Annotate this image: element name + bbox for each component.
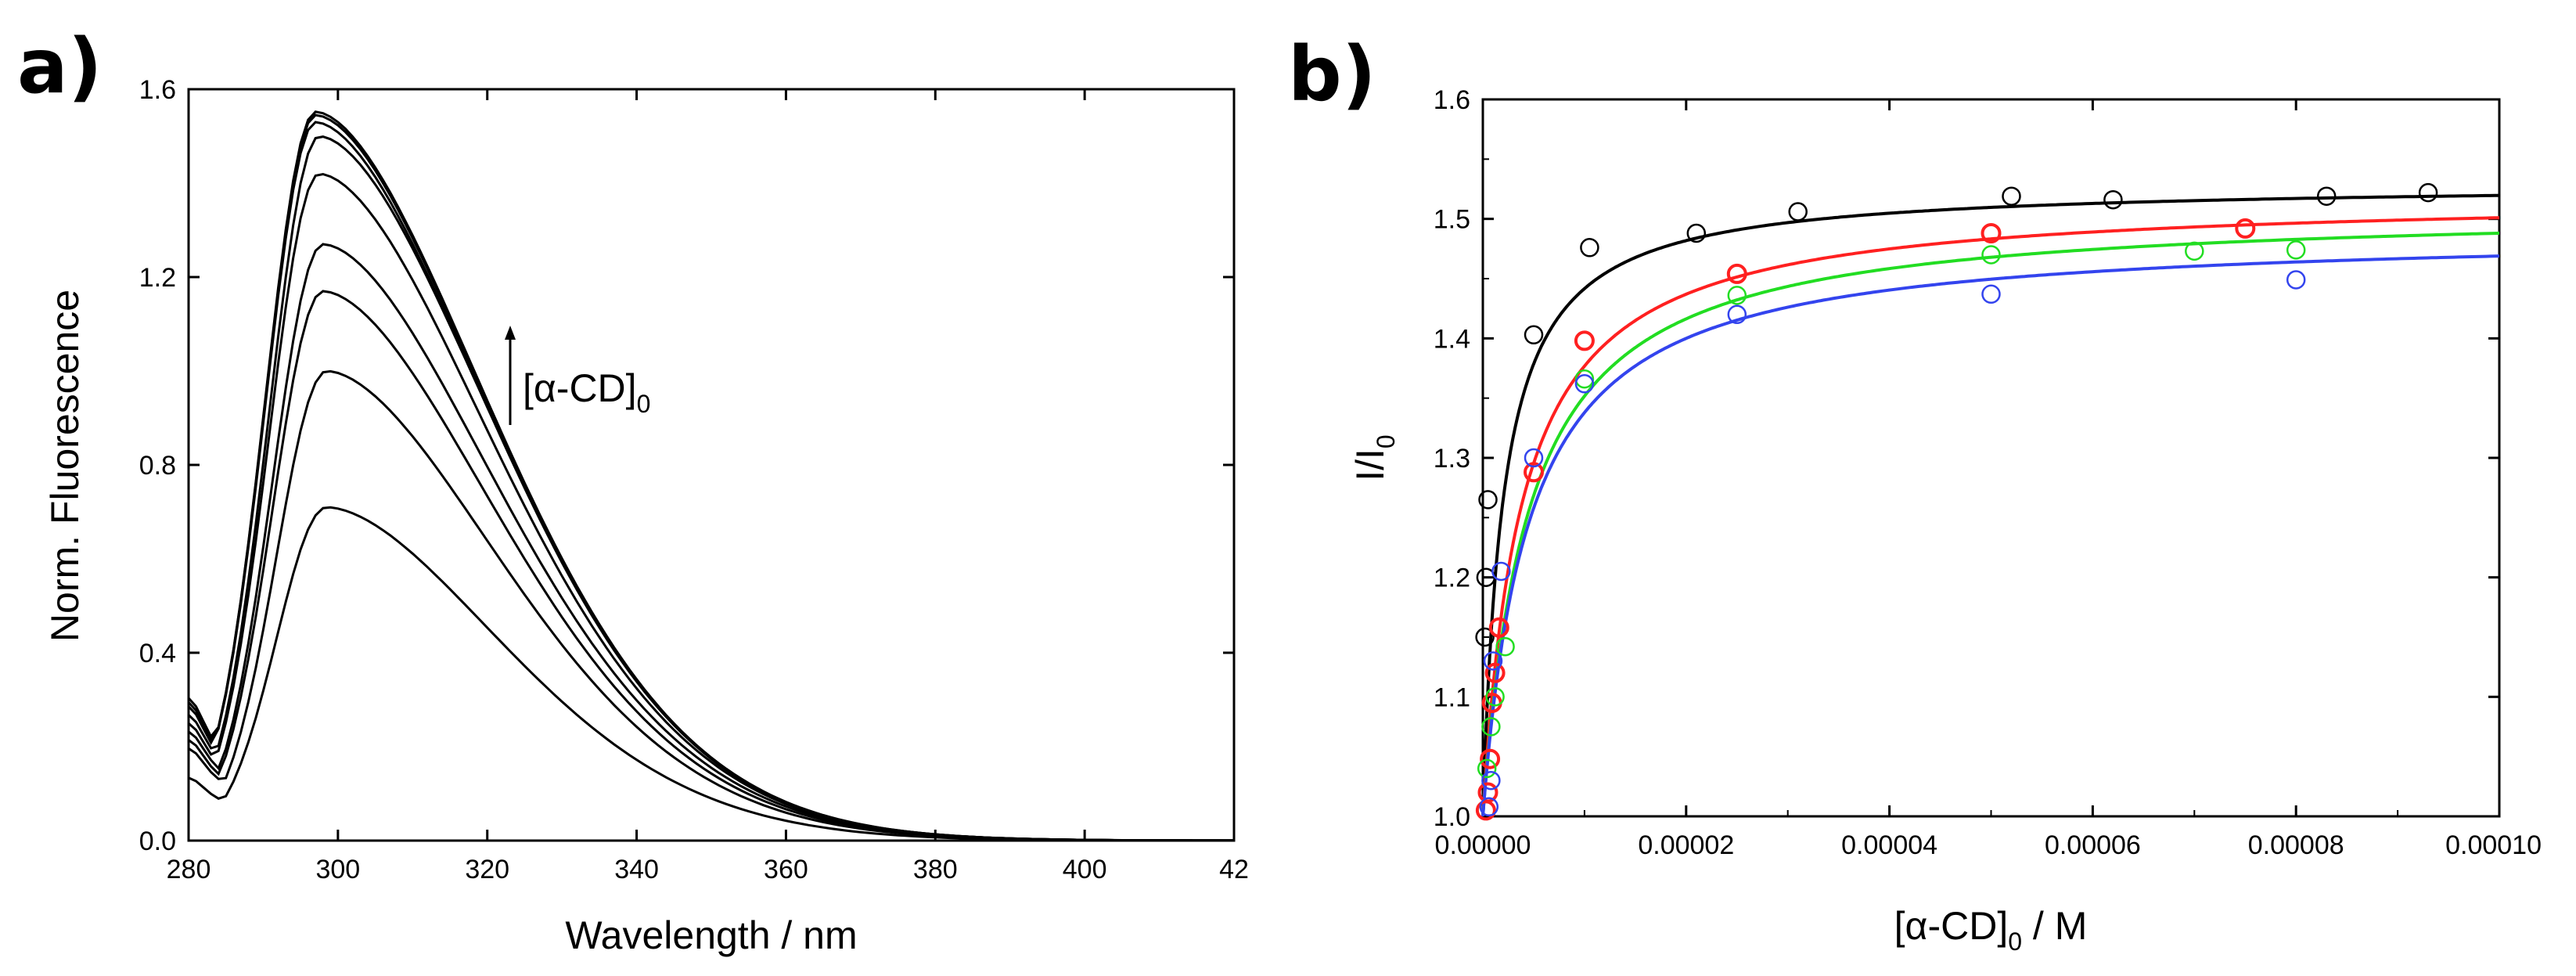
fit-curve-green (1481, 231, 2500, 816)
x-tick-label: 400 (1063, 855, 1107, 884)
arrow-head-icon (505, 326, 516, 340)
x-tick-label: 0.00000 (1435, 830, 1531, 860)
panel-b-ticks: 0.00000 0.00002 0.00004 0.00006 0.00008 0.000… (1434, 85, 2542, 860)
y-tick-label: 1.6 (139, 75, 176, 105)
x-tick-label: 0.00002 (1638, 830, 1734, 860)
spectrum-curve-7 (187, 121, 1234, 842)
panel-a: a) 280 300 320 340 360 380 400 42 0.0 0.4 0.8 1.2 1.… (17, 23, 1249, 957)
data-point-green (1495, 636, 1515, 657)
data-point-black (2418, 182, 2438, 203)
data-point-red (1488, 617, 1509, 638)
data-point-black (1524, 325, 1544, 345)
spectrum-curve-8 (187, 113, 1234, 842)
panel-b-points (1475, 182, 2438, 821)
fit-curve-red (1481, 216, 2500, 816)
spectrum-curve-4 (188, 243, 1234, 842)
y-tick-label: 1.4 (1434, 324, 1470, 354)
panel-a-ticks: 280 300 320 340 360 380 400 42 0.0 0.4 0.8 1.2 1.6 (139, 75, 1249, 884)
x-tick-label: 42 (1219, 855, 1249, 884)
x-tick-label: 340 (614, 855, 659, 884)
data-point-green (1485, 687, 1505, 707)
x-tick-label: 280 (167, 855, 211, 884)
data-point-black (2316, 186, 2337, 206)
data-point-blue (1574, 374, 1595, 394)
x-tick-label: 360 (764, 855, 808, 884)
data-point-red (1484, 662, 1506, 683)
data-point-red (1524, 462, 1544, 483)
data-point-red (1981, 223, 2002, 243)
panel-b-label: b) (1288, 31, 1376, 118)
data-point-red (1574, 330, 1595, 351)
panel-b: b) 0.00000 0.00002 0.00004 0.00006 0.00008 0.… (1288, 31, 2542, 956)
data-point-blue (1483, 651, 1503, 671)
data-point-green (2185, 241, 2204, 261)
x-tick-label: 0.00008 (2248, 830, 2344, 860)
data-point-blue (1491, 561, 1511, 582)
y-tick-label: 1.2 (1434, 564, 1470, 593)
panel-b-y-axis-label: I/I0 (1348, 434, 1400, 481)
panel-b-x-axis-label: [α-CD]0 / M (1894, 904, 2088, 956)
y-tick-label: 1.2 (139, 263, 176, 293)
spectrum-curve-1 (188, 506, 1234, 842)
panel-a-label: a) (17, 23, 103, 110)
data-point-black (1478, 490, 1498, 510)
panel-b-fits (1481, 193, 2500, 816)
x-tick-label: 300 (315, 855, 360, 884)
x-tick-label: 320 (465, 855, 509, 884)
data-point-red (1477, 782, 1498, 803)
y-tick-label: 0.0 (139, 827, 176, 856)
data-point-red (1480, 748, 1501, 769)
data-point-red (1726, 263, 1747, 284)
data-point-green (1481, 717, 1501, 737)
data-point-blue (2286, 270, 2306, 290)
x-tick-label: 380 (913, 855, 958, 884)
annotation-text: [α-CD]0 (523, 366, 650, 418)
x-tick-label: 0.00006 (2045, 830, 2141, 860)
fit-curve-blue (1481, 254, 2500, 816)
data-point-green (2286, 240, 2306, 260)
spectrum-curve-5 (187, 172, 1234, 842)
data-point-blue (1981, 284, 2001, 304)
y-tick-label: 0.4 (139, 639, 176, 668)
data-point-green (1574, 369, 1595, 389)
panel-a-x-axis-label: Wavelength / nm (565, 913, 857, 957)
data-point-red (2235, 218, 2256, 239)
y-tick-label: 1.0 (1434, 802, 1470, 832)
data-point-blue (1727, 304, 1747, 325)
y-tick-label: 1.6 (1434, 85, 1470, 115)
spectrum-curve-2 (188, 369, 1234, 842)
concentration-annotation: [α-CD]0 (505, 326, 650, 425)
spectrum-curve-6 (187, 135, 1234, 842)
data-point-black (2002, 186, 2021, 206)
x-tick-label: 0.00004 (1841, 830, 1937, 860)
data-point-green (1477, 758, 1497, 779)
panel-a-curves (187, 110, 1234, 842)
data-point-blue (1479, 797, 1499, 817)
data-point-black (1788, 202, 1808, 221)
y-tick-label: 1.1 (1434, 682, 1470, 712)
data-point-blue (1524, 448, 1544, 468)
data-point-blue (1481, 770, 1501, 791)
data-point-black (1580, 238, 1599, 258)
x-tick-label: 0.00010 (2445, 830, 2542, 860)
y-tick-label: 1.3 (1434, 444, 1470, 474)
spectrum-curve-9 (187, 110, 1234, 842)
y-tick-label: 1.5 (1434, 205, 1470, 235)
y-tick-label: 0.8 (139, 451, 176, 481)
data-point-black (1475, 627, 1495, 647)
data-point-black (2103, 189, 2123, 210)
data-point-green (1981, 245, 2001, 265)
panel-a-y-axis-label: Norm. Fluorescence (43, 290, 87, 642)
fit-curve-black (1481, 193, 2500, 816)
data-point-black (1686, 223, 1707, 243)
data-point-green (1727, 286, 1747, 305)
panel-a-frame (187, 88, 1236, 842)
